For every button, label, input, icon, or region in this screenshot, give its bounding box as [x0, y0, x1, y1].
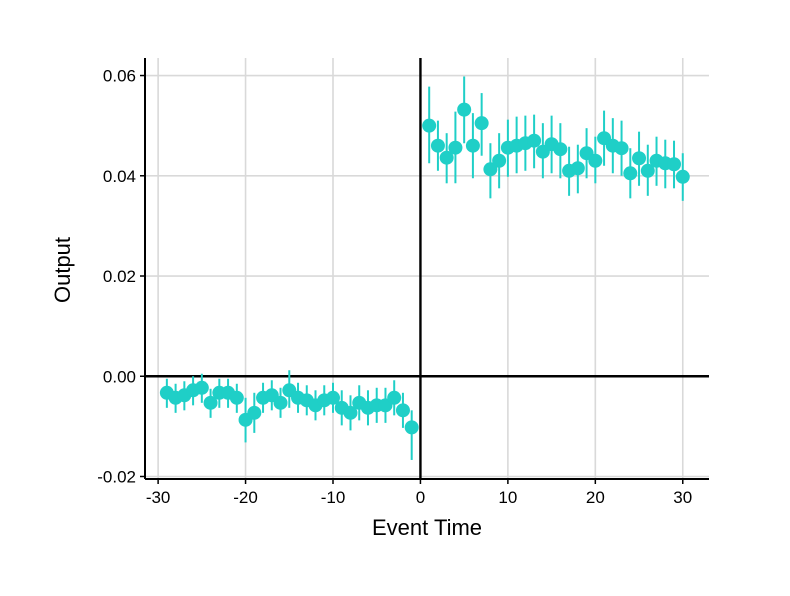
axis-ticks: -30 -20 -10 0 10 20 30 -0.02 0.00 0.02 0.04 0.06 [97, 67, 692, 507]
x-axis-title: Event Time [372, 515, 482, 540]
x-tick-label: 10 [498, 488, 517, 507]
y-axis-title: Output [50, 237, 75, 303]
x-tick-label: 30 [673, 488, 692, 507]
x-tick-label: -10 [321, 488, 346, 507]
data-point [527, 133, 542, 148]
data-point [588, 153, 603, 168]
data-point [387, 390, 402, 405]
data-point [343, 405, 358, 420]
data-point [229, 390, 244, 405]
data-point [474, 116, 489, 131]
data-point [483, 162, 498, 177]
data-point [247, 405, 262, 420]
data-point [326, 390, 340, 405]
y-tick-label: 0.00 [103, 367, 136, 386]
data-point [570, 161, 585, 176]
data-point [422, 118, 437, 133]
x-tick-label: 20 [586, 488, 605, 507]
y-tick-label: 0.02 [103, 267, 136, 286]
axes [144, 58, 709, 480]
data-point [492, 153, 507, 168]
data-point [667, 157, 682, 172]
data-point [614, 141, 629, 156]
x-tick-label: 0 [416, 488, 425, 507]
x-tick-label: -30 [146, 488, 171, 507]
data-point [457, 102, 472, 117]
y-tick-label: 0.04 [103, 167, 136, 186]
data-point [194, 380, 209, 395]
data-point [448, 140, 463, 155]
data-point [273, 395, 288, 410]
y-tick-label: 0.06 [103, 67, 136, 86]
data-point [640, 163, 655, 178]
data-point [395, 403, 410, 418]
data-point [465, 138, 480, 153]
y-tick-label: -0.02 [97, 467, 136, 486]
data-point [430, 138, 445, 153]
data-point [623, 166, 638, 181]
data-point [404, 420, 419, 435]
x-tick-label: -20 [233, 488, 258, 507]
data-point [203, 395, 218, 410]
data-point [632, 151, 647, 166]
data-point [439, 150, 454, 165]
data-point [675, 169, 690, 184]
data-marks [159, 76, 690, 460]
data-point [553, 142, 568, 157]
